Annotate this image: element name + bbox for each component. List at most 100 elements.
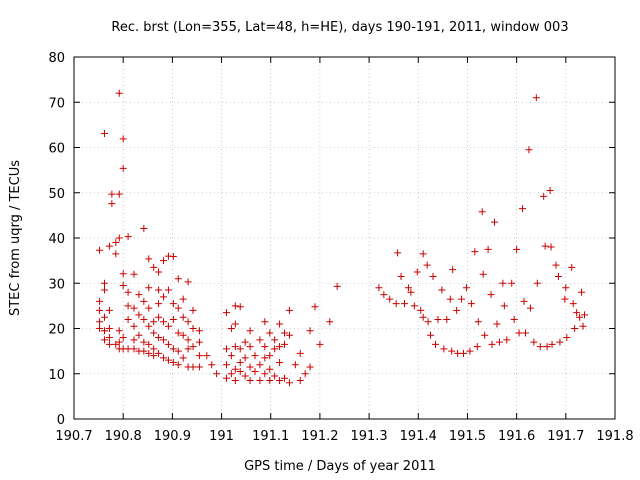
y-tick-label: 20 bbox=[48, 323, 65, 338]
data-point bbox=[251, 367, 259, 375]
data-point bbox=[495, 338, 503, 346]
data-point bbox=[160, 318, 168, 326]
data-point bbox=[525, 146, 533, 154]
data-point bbox=[169, 315, 177, 323]
data-point bbox=[119, 334, 127, 342]
data-point bbox=[140, 347, 148, 355]
data-point bbox=[246, 327, 254, 335]
data-point bbox=[471, 248, 479, 256]
x-tick-label: 191.2 bbox=[301, 429, 338, 444]
data-point bbox=[174, 347, 182, 355]
data-point bbox=[316, 340, 324, 348]
data-point bbox=[100, 336, 108, 344]
data-point bbox=[454, 349, 462, 357]
data-point bbox=[140, 297, 148, 305]
data-point bbox=[160, 293, 168, 301]
data-point bbox=[554, 272, 562, 280]
data-point bbox=[540, 192, 548, 200]
data-point bbox=[547, 243, 555, 251]
plot-frame bbox=[73, 56, 616, 420]
data-point bbox=[579, 322, 587, 330]
y-tick-label: 0 bbox=[57, 413, 65, 428]
data-point bbox=[135, 331, 143, 339]
data-point bbox=[150, 318, 158, 326]
data-point bbox=[431, 340, 439, 348]
tick-labels: 190.7 190.8 190.9 191 191.1 191.2 191.3 191.4 19… bbox=[48, 51, 633, 444]
data-point bbox=[438, 286, 446, 294]
data-point bbox=[115, 190, 123, 198]
data-point bbox=[256, 336, 264, 344]
data-point bbox=[145, 284, 153, 292]
data-point bbox=[440, 345, 448, 353]
data-point bbox=[541, 242, 549, 250]
data-point bbox=[246, 377, 254, 385]
data-point bbox=[394, 249, 402, 257]
data-point bbox=[513, 245, 521, 253]
data-point bbox=[261, 354, 269, 362]
data-point bbox=[145, 304, 153, 312]
data-point bbox=[189, 343, 197, 351]
x-tick-label: 191.8 bbox=[596, 429, 633, 444]
data-point bbox=[386, 295, 394, 303]
data-point bbox=[271, 336, 279, 344]
data-point bbox=[392, 300, 400, 308]
data-point bbox=[404, 284, 412, 292]
data-point bbox=[276, 320, 284, 328]
data-point bbox=[306, 363, 314, 371]
data-point bbox=[213, 370, 221, 378]
data-point bbox=[536, 343, 544, 351]
y-tick-label: 80 bbox=[48, 51, 65, 66]
data-point bbox=[241, 354, 249, 362]
data-point bbox=[380, 291, 388, 299]
data-point bbox=[174, 304, 182, 312]
data-point bbox=[510, 315, 518, 323]
y-tick-label: 10 bbox=[48, 368, 65, 383]
data-point bbox=[108, 200, 116, 208]
data-point bbox=[276, 377, 284, 385]
data-point bbox=[261, 318, 269, 326]
x-tick-label: 191.1 bbox=[252, 429, 289, 444]
data-point bbox=[140, 315, 148, 323]
data-point bbox=[96, 325, 104, 332]
data-point bbox=[155, 300, 163, 308]
data-point bbox=[241, 372, 249, 380]
data-point bbox=[246, 363, 254, 371]
data-point bbox=[140, 338, 148, 346]
data-point bbox=[261, 370, 269, 378]
data-point bbox=[130, 345, 138, 353]
data-point bbox=[526, 304, 534, 312]
data-point bbox=[105, 306, 113, 314]
data-point bbox=[424, 318, 432, 326]
data-point bbox=[276, 343, 284, 351]
data-point bbox=[241, 338, 249, 346]
data-point bbox=[115, 338, 123, 346]
data-point bbox=[256, 361, 264, 369]
chart-title: Rec. brst (Lon=355, Lat=48, h=HE), days … bbox=[111, 20, 568, 35]
data-point bbox=[160, 354, 168, 362]
data-point bbox=[184, 318, 192, 326]
data-point bbox=[179, 313, 187, 321]
data-point bbox=[533, 279, 541, 287]
data-point bbox=[419, 313, 427, 321]
data-point bbox=[105, 325, 113, 332]
data-point bbox=[448, 347, 456, 355]
data-point bbox=[375, 284, 383, 292]
data-point bbox=[429, 272, 437, 280]
data-point bbox=[443, 315, 451, 323]
data-point bbox=[105, 334, 113, 342]
x-tick-label: 191.6 bbox=[498, 429, 535, 444]
data-point bbox=[562, 284, 570, 292]
x-tick-label: 190.8 bbox=[105, 429, 142, 444]
y-axis-label: STEC from uqrg / TECUs bbox=[8, 160, 23, 316]
data-point bbox=[519, 205, 527, 213]
data-point bbox=[124, 233, 132, 241]
data-point bbox=[578, 288, 586, 296]
data-point bbox=[174, 275, 182, 283]
data-point bbox=[397, 272, 405, 280]
data-point bbox=[484, 245, 492, 253]
data-point bbox=[449, 266, 457, 274]
data-point bbox=[222, 361, 230, 369]
data-point bbox=[231, 302, 239, 310]
data-point bbox=[112, 239, 120, 247]
data-point bbox=[124, 315, 132, 323]
